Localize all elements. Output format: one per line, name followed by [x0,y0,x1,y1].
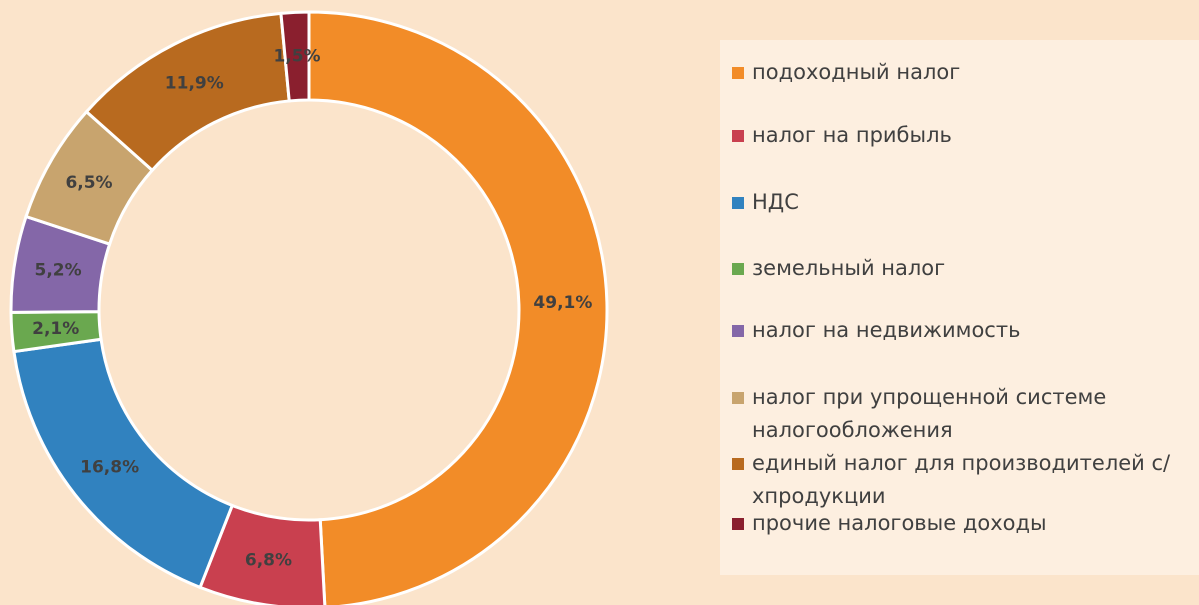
legend-label: налог при упрощенной системе налогооблож… [752,385,1107,442]
legend-item: прочие налоговые доходы [732,507,1192,540]
legend-label: единый налог для производителей с/хпроду… [752,451,1171,508]
legend-item: единый налог для производителей с/хпроду… [732,447,1192,513]
legend-item: налог на недвижимость [732,314,1192,347]
legend-item: земельный налог [732,252,1192,285]
legend-item: НДС [732,186,1192,219]
legend-item: подоходный налог [732,56,1192,89]
legend-label: налог на недвижимость [752,318,1021,342]
legend-swatch [732,325,744,337]
legend-label: прочие налоговые доходы [752,511,1047,535]
legend-item: налог при упрощенной системе налогооблож… [732,381,1192,447]
data-label: 1,5% [273,46,320,66]
legend-label: НДС [752,190,799,214]
data-label: 16,8% [80,457,139,477]
legend: подоходный налог налог на прибыль НДС земел… [720,40,1199,575]
legend-label: подоходный налог [752,60,961,84]
legend-label: земельный налог [752,256,946,280]
data-label: 49,1% [533,293,592,313]
legend-swatch [732,130,744,142]
legend-swatch [732,67,744,79]
legend-swatch [732,458,744,470]
data-label: 6,8% [245,551,292,571]
legend-item: налог на прибыль [732,119,1192,152]
legend-swatch [732,263,744,275]
legend-swatch [732,392,744,404]
donut-slice [279,10,311,103]
donut-slice [307,10,609,605]
data-label: 6,5% [65,173,112,193]
data-label: 11,9% [165,73,224,93]
legend-swatch [732,197,744,209]
donut: 49,1% 6,8% 16,8% 2,1% 5,2% 6,5% 11,9% 1,5% [9,10,609,605]
legend-swatch [732,518,744,530]
data-label: 2,1% [32,319,79,339]
data-label: 5,2% [34,261,81,281]
legend-label: налог на прибыль [752,123,952,147]
